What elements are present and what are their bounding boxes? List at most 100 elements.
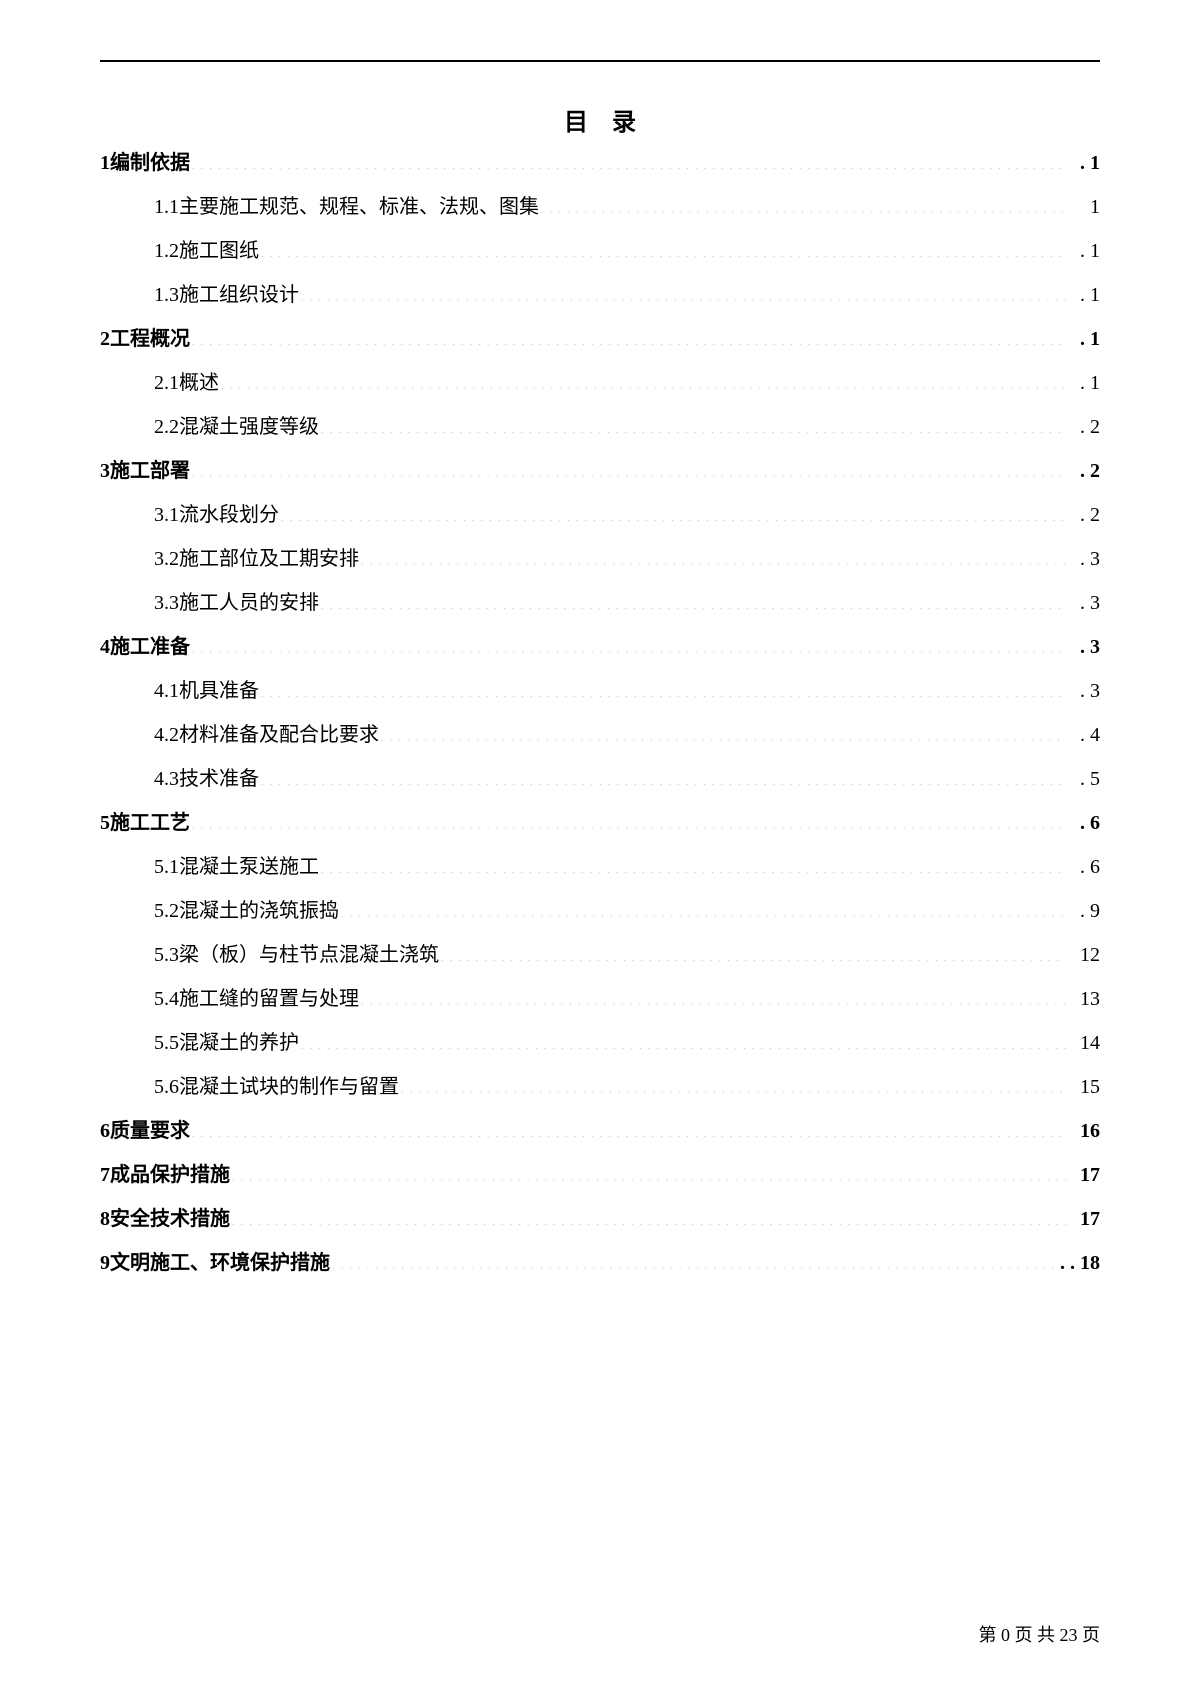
toc-entry-page: . 3 <box>1066 669 1100 713</box>
toc-leader-dots <box>379 721 1066 741</box>
toc-leader-dots <box>190 809 1066 829</box>
toc-entry-number: 9 <box>100 1241 110 1285</box>
toc-entry-page: . 1 <box>1066 273 1100 317</box>
toc-entry-label: 成品保护措施 <box>110 1153 230 1197</box>
toc-entry-page: . 1 <box>1066 317 1100 361</box>
toc-entry-number: 1.2 <box>154 229 179 273</box>
toc-entry: 1编制依据 . 1 <box>100 141 1100 185</box>
toc-entry-number: 1.1 <box>154 185 179 229</box>
toc-leader-dots <box>190 325 1066 345</box>
toc-leader-dots <box>439 941 1066 961</box>
toc-entry-page: . 5 <box>1066 757 1100 801</box>
document-page: 目录 1编制依据. 11.1主要施工规范、规程、标准、法规、图集11.2施工图纸… <box>0 0 1200 1697</box>
toc-entry-number: 4 <box>100 625 110 669</box>
toc-entry: 5.3梁（板）与柱节点混凝土浇筑12 <box>100 933 1100 977</box>
toc-entry: 2.1概述 . 1 <box>100 361 1100 405</box>
toc-entry-label: 混凝土的浇筑振捣 <box>179 889 339 933</box>
toc-entry-page: . 2 <box>1066 493 1100 537</box>
toc-entry-page: 16 <box>1066 1109 1100 1153</box>
toc-leader-dots <box>399 1073 1066 1093</box>
toc-entry-number: 5.4 <box>154 977 179 1021</box>
toc-entry-page: . 3 <box>1066 581 1100 625</box>
toc-entry-label: 机具准备 <box>179 669 259 713</box>
toc-entry-label: 概述 <box>179 361 219 405</box>
toc-leader-dots <box>319 853 1066 873</box>
toc-entry: 2.2混凝土强度等级. 2 <box>100 405 1100 449</box>
toc-leader-dots <box>319 589 1066 609</box>
toc-entry-page: . 1 <box>1066 361 1100 405</box>
toc-leader-dots <box>190 1117 1066 1137</box>
toc-entry-page: . 2 <box>1066 405 1100 449</box>
toc-leader-dots <box>359 985 1066 1005</box>
toc-entry-page: 14 <box>1066 1021 1100 1065</box>
toc-entry-label: 施工缝的留置与处理 <box>179 977 359 1021</box>
toc-entry: 6质量要求16 <box>100 1109 1100 1153</box>
toc-entry-page: . 9 <box>1066 889 1100 933</box>
toc-entry-label: 材料准备及配合比要求 <box>179 713 379 757</box>
footer-current-page: 0 <box>1001 1625 1010 1645</box>
toc-entry-page: 1 <box>1066 185 1100 229</box>
footer-mid: 页 共 <box>1015 1625 1056 1645</box>
toc-entry-label: 主要施工规范、规程、标准、法规、图集 <box>179 185 539 229</box>
toc-entry-label: 质量要求 <box>110 1109 190 1153</box>
toc-entry: 3.3施工人员的安排 . 3 <box>100 581 1100 625</box>
toc-entry-page: . 1 <box>1066 229 1100 273</box>
top-horizontal-rule <box>100 60 1100 62</box>
toc-entry-number: 5.2 <box>154 889 179 933</box>
toc-entry-page: 13 <box>1066 977 1100 1021</box>
toc-entry-number: 2.1 <box>154 361 179 405</box>
toc-leader-dots <box>359 545 1066 565</box>
toc-entry-label: 编制依据 <box>110 141 190 185</box>
toc-entry: 5.5混凝土的养护14 <box>100 1021 1100 1065</box>
toc-leader-dots <box>330 1249 1054 1269</box>
toc-leader-dots <box>319 413 1066 433</box>
toc-entry-number: 1.3 <box>154 273 179 317</box>
toc-entry-page: 17 <box>1066 1153 1100 1197</box>
toc-entry-label: 施工组织设计 <box>179 273 299 317</box>
toc-entry: 1.2施工图纸 . 1 <box>100 229 1100 273</box>
footer-suffix: 页 <box>1082 1625 1100 1645</box>
toc-leader-dots <box>299 281 1066 301</box>
toc-entry-number: 7 <box>100 1153 110 1197</box>
toc-entry-label: 梁（板）与柱节点混凝土浇筑 <box>179 933 439 977</box>
toc-leader-dots <box>190 149 1066 169</box>
toc-entry-number: 4.3 <box>154 757 179 801</box>
toc-entry-page: . 1 <box>1066 141 1100 185</box>
toc-entry-number: 4.2 <box>154 713 179 757</box>
toc-entry-page: . 3 <box>1066 537 1100 581</box>
toc-entry-label: 施工工艺 <box>110 801 190 845</box>
toc-entry-page: 12 <box>1066 933 1100 977</box>
toc-entry: 4.3技术准备. 5 <box>100 757 1100 801</box>
toc-leader-dots <box>219 369 1066 389</box>
toc-entry-number: 3 <box>100 449 110 493</box>
footer-prefix: 第 <box>979 1625 997 1645</box>
toc-leader-dots <box>230 1205 1066 1225</box>
toc-entry-page: . 2 <box>1066 449 1100 493</box>
toc-entry-label: 施工人员的安排 <box>179 581 319 625</box>
toc-container: 1编制依据. 11.1主要施工规范、规程、标准、法规、图集11.2施工图纸. 1… <box>100 141 1100 1285</box>
toc-entry: 8安全技术措施17 <box>100 1197 1100 1241</box>
toc-entry-number: 1 <box>100 141 110 185</box>
toc-entry-number: 8 <box>100 1197 110 1241</box>
toc-entry: 1.3施工组织设计 . 1 <box>100 273 1100 317</box>
toc-entry: 7成品保护措施 17 <box>100 1153 1100 1197</box>
toc-entry-number: 5.1 <box>154 845 179 889</box>
toc-entry: 5.1混凝土泵送施工. 6 <box>100 845 1100 889</box>
toc-entry-page: 17 <box>1066 1197 1100 1241</box>
toc-entry: 9文明施工、环境保护措施. . 18 <box>100 1241 1100 1285</box>
toc-entry-label: 施工部署 <box>110 449 190 493</box>
toc-entry-label: 施工图纸 <box>179 229 259 273</box>
footer-total-pages: 23 <box>1060 1625 1078 1645</box>
toc-entry: 4.1机具准备. 3 <box>100 669 1100 713</box>
toc-entry: 1.1主要施工规范、规程、标准、法规、图集 1 <box>100 185 1100 229</box>
toc-entry-page: . 6 <box>1066 845 1100 889</box>
toc-entry-label: 文明施工、环境保护措施 <box>110 1241 330 1285</box>
toc-leader-dots <box>299 1029 1066 1049</box>
toc-entry-number: 2 <box>100 317 110 361</box>
toc-entry-number: 5.5 <box>154 1021 179 1065</box>
toc-leader-dots <box>279 501 1066 521</box>
toc-entry-number: 3.3 <box>154 581 179 625</box>
toc-entry: 3.1流水段划分. 2 <box>100 493 1100 537</box>
toc-title: 目录 <box>100 102 1100 137</box>
toc-entry-number: 5 <box>100 801 110 845</box>
